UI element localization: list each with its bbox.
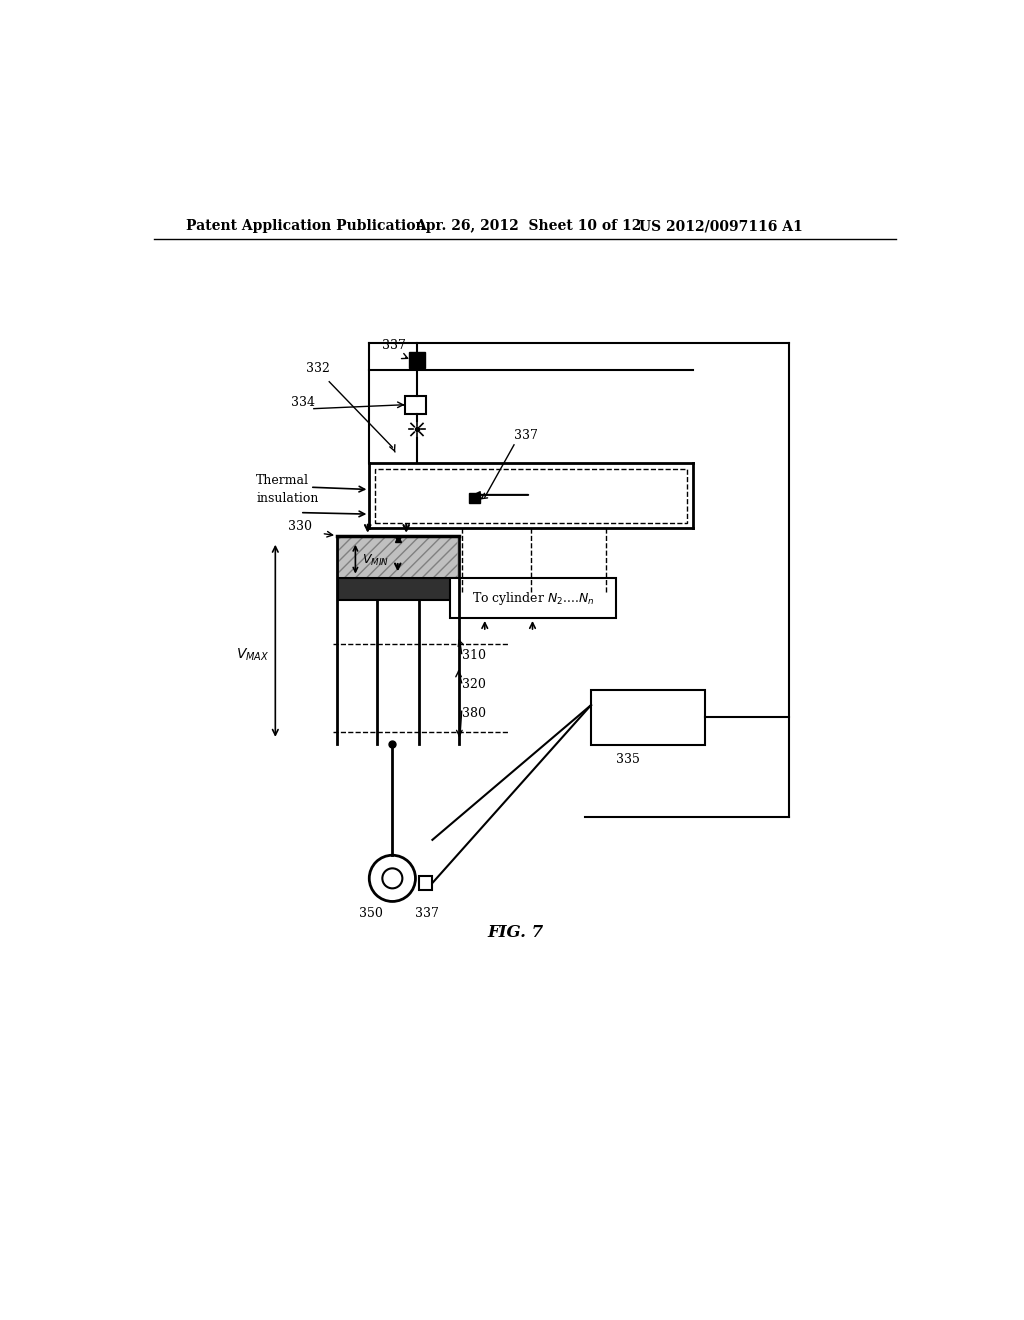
- Text: Patent Application Publication: Patent Application Publication: [186, 219, 426, 234]
- Text: FIG. 7: FIG. 7: [487, 924, 544, 941]
- Text: Apr. 26, 2012  Sheet 10 of 12: Apr. 26, 2012 Sheet 10 of 12: [416, 219, 642, 234]
- Text: $V_{MIN}$: $V_{MIN}$: [361, 552, 388, 568]
- Bar: [419, 876, 432, 890]
- Bar: [469, 492, 480, 503]
- Text: 332: 332: [306, 363, 330, 375]
- Text: 320: 320: [462, 678, 485, 692]
- Bar: [339, 578, 457, 599]
- Text: 337: 337: [514, 429, 538, 442]
- Bar: [451, 578, 615, 618]
- Bar: [339, 536, 457, 578]
- Circle shape: [370, 855, 416, 902]
- Text: 350: 350: [359, 907, 383, 920]
- Text: 330: 330: [289, 520, 312, 532]
- Text: 380: 380: [462, 706, 485, 719]
- Bar: [404, 396, 426, 414]
- Bar: [591, 690, 705, 744]
- Text: US 2012/0097116 A1: US 2012/0097116 A1: [639, 219, 803, 234]
- Text: 337: 337: [382, 339, 407, 352]
- Circle shape: [382, 869, 402, 888]
- Text: 310: 310: [462, 649, 485, 661]
- Text: Thermal
insulation: Thermal insulation: [256, 474, 318, 504]
- Bar: [410, 352, 425, 368]
- Text: $V_{MAX}$: $V_{MAX}$: [236, 647, 269, 663]
- Text: 337: 337: [416, 907, 439, 920]
- Bar: [339, 536, 457, 578]
- Text: 335: 335: [615, 752, 640, 766]
- Bar: [376, 469, 687, 523]
- Text: 334: 334: [291, 396, 314, 409]
- Text: To cylinder $N_2$....$N_n$: To cylinder $N_2$....$N_n$: [471, 590, 594, 607]
